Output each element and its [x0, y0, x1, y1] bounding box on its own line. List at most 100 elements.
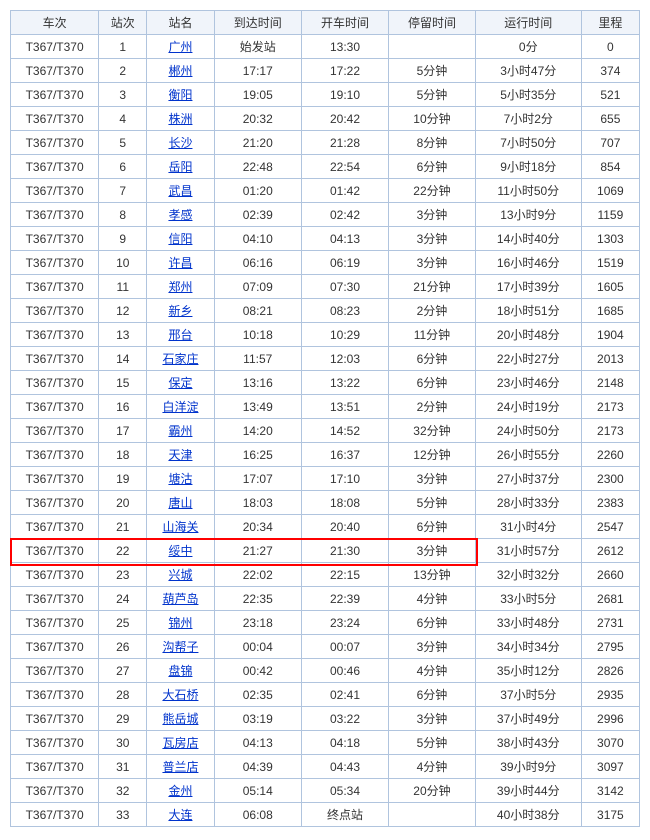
cell-station: 兴城: [147, 563, 214, 587]
cell-station: 锦州: [147, 611, 214, 635]
station-link[interactable]: 信阳: [168, 232, 192, 246]
cell-run: 20小时48分: [475, 323, 581, 347]
cell-seq: 9: [99, 227, 147, 251]
table-row: T367/T37021山海关20:3420:406分钟31小时4分2547: [11, 515, 640, 539]
station-link[interactable]: 绥中: [168, 544, 192, 558]
table-row: T367/T37022绥中21:2721:303分钟31小时57分2612: [11, 539, 640, 563]
station-link[interactable]: 葫芦岛: [162, 592, 198, 606]
cell-seq: 27: [99, 659, 147, 683]
station-link[interactable]: 保定: [168, 376, 192, 390]
cell-dist: 2260: [581, 443, 639, 467]
station-link[interactable]: 孝感: [168, 208, 192, 222]
cell-stop: 3分钟: [389, 203, 476, 227]
cell-train: T367/T370: [11, 611, 99, 635]
cell-dist: 2731: [581, 611, 639, 635]
cell-station: 盘锦: [147, 659, 214, 683]
station-link[interactable]: 石家庄: [162, 352, 198, 366]
cell-depart: 终点站: [301, 803, 388, 827]
station-link[interactable]: 白洋淀: [162, 400, 198, 414]
cell-station: 塘沽: [147, 467, 214, 491]
cell-arrive: 21:27: [214, 539, 301, 563]
cell-station: 岳阳: [147, 155, 214, 179]
cell-stop: 4分钟: [389, 755, 476, 779]
cell-run: 5小时35分: [475, 83, 581, 107]
station-link[interactable]: 大连: [168, 808, 192, 822]
station-link[interactable]: 金州: [168, 784, 192, 798]
cell-stop: 21分钟: [389, 275, 476, 299]
table-body: T367/T3701广州始发站13:300分0T367/T3702郴州17:17…: [11, 35, 640, 827]
table-row: T367/T37019塘沽17:0717:103分钟27小时37分2300: [11, 467, 640, 491]
station-link[interactable]: 武昌: [168, 184, 192, 198]
cell-seq: 2: [99, 59, 147, 83]
table-row: T367/T37029熊岳城03:1903:223分钟37小时49分2996: [11, 707, 640, 731]
station-link[interactable]: 许昌: [168, 256, 192, 270]
cell-arrive: 07:09: [214, 275, 301, 299]
station-link[interactable]: 熊岳城: [162, 712, 198, 726]
cell-train: T367/T370: [11, 275, 99, 299]
cell-seq: 32: [99, 779, 147, 803]
cell-arrive: 04:13: [214, 731, 301, 755]
cell-dist: 1303: [581, 227, 639, 251]
station-link[interactable]: 瓦房店: [162, 736, 198, 750]
cell-seq: 3: [99, 83, 147, 107]
station-link[interactable]: 郑州: [168, 280, 192, 294]
cell-arrive: 22:48: [214, 155, 301, 179]
header-row: 车次 站次 站名 到达时间 开车时间 停留时间 运行时间 里程: [11, 11, 640, 35]
station-link[interactable]: 沟帮子: [162, 640, 198, 654]
cell-arrive: 20:34: [214, 515, 301, 539]
cell-arrive: 22:35: [214, 587, 301, 611]
station-link[interactable]: 塘沽: [168, 472, 192, 486]
table-row: T367/T37010许昌06:1606:193分钟16小时46分1519: [11, 251, 640, 275]
cell-arrive: 02:39: [214, 203, 301, 227]
cell-stop: 6分钟: [389, 347, 476, 371]
cell-dist: 2148: [581, 371, 639, 395]
cell-stop: 3分钟: [389, 227, 476, 251]
cell-run: 28小时33分: [475, 491, 581, 515]
station-link[interactable]: 株洲: [168, 112, 192, 126]
cell-stop: 11分钟: [389, 323, 476, 347]
cell-station: 郑州: [147, 275, 214, 299]
cell-dist: 3175: [581, 803, 639, 827]
station-link[interactable]: 唐山: [168, 496, 192, 510]
station-link[interactable]: 普兰店: [162, 760, 198, 774]
cell-dist: 1069: [581, 179, 639, 203]
cell-station: 株洲: [147, 107, 214, 131]
cell-arrive: 始发站: [214, 35, 301, 59]
station-link[interactable]: 霸州: [168, 424, 192, 438]
cell-dist: 2660: [581, 563, 639, 587]
cell-seq: 7: [99, 179, 147, 203]
cell-arrive: 02:35: [214, 683, 301, 707]
cell-depart: 20:42: [301, 107, 388, 131]
cell-dist: 2795: [581, 635, 639, 659]
station-link[interactable]: 山海关: [162, 520, 198, 534]
cell-run: 39小时9分: [475, 755, 581, 779]
station-link[interactable]: 邢台: [168, 328, 192, 342]
table-row: T367/T37016白洋淀13:4913:512分钟24小时19分2173: [11, 395, 640, 419]
station-link[interactable]: 锦州: [168, 616, 192, 630]
cell-train: T367/T370: [11, 443, 99, 467]
cell-train: T367/T370: [11, 179, 99, 203]
table-row: T367/T37017霸州14:2014:5232分钟24小时50分2173: [11, 419, 640, 443]
cell-dist: 2935: [581, 683, 639, 707]
table-row: T367/T3707武昌01:2001:4222分钟11小时50分1069: [11, 179, 640, 203]
cell-seq: 29: [99, 707, 147, 731]
station-link[interactable]: 天津: [168, 448, 192, 462]
cell-dist: 1159: [581, 203, 639, 227]
table-row: T367/T37014石家庄11:5712:036分钟22小时27分2013: [11, 347, 640, 371]
cell-run: 26小时55分: [475, 443, 581, 467]
station-link[interactable]: 岳阳: [168, 160, 192, 174]
cell-run: 16小时46分: [475, 251, 581, 275]
table-row: T367/T37027盘锦00:4200:464分钟35小时12分2826: [11, 659, 640, 683]
station-link[interactable]: 郴州: [168, 64, 192, 78]
cell-dist: 2681: [581, 587, 639, 611]
station-link[interactable]: 长沙: [168, 136, 192, 150]
cell-seq: 20: [99, 491, 147, 515]
cell-stop: 6分钟: [389, 683, 476, 707]
station-link[interactable]: 兴城: [168, 568, 192, 582]
station-link[interactable]: 大石桥: [162, 688, 198, 702]
cell-seq: 6: [99, 155, 147, 179]
station-link[interactable]: 新乡: [168, 304, 192, 318]
station-link[interactable]: 盘锦: [168, 664, 192, 678]
station-link[interactable]: 衡阳: [168, 88, 192, 102]
station-link[interactable]: 广州: [168, 40, 192, 54]
